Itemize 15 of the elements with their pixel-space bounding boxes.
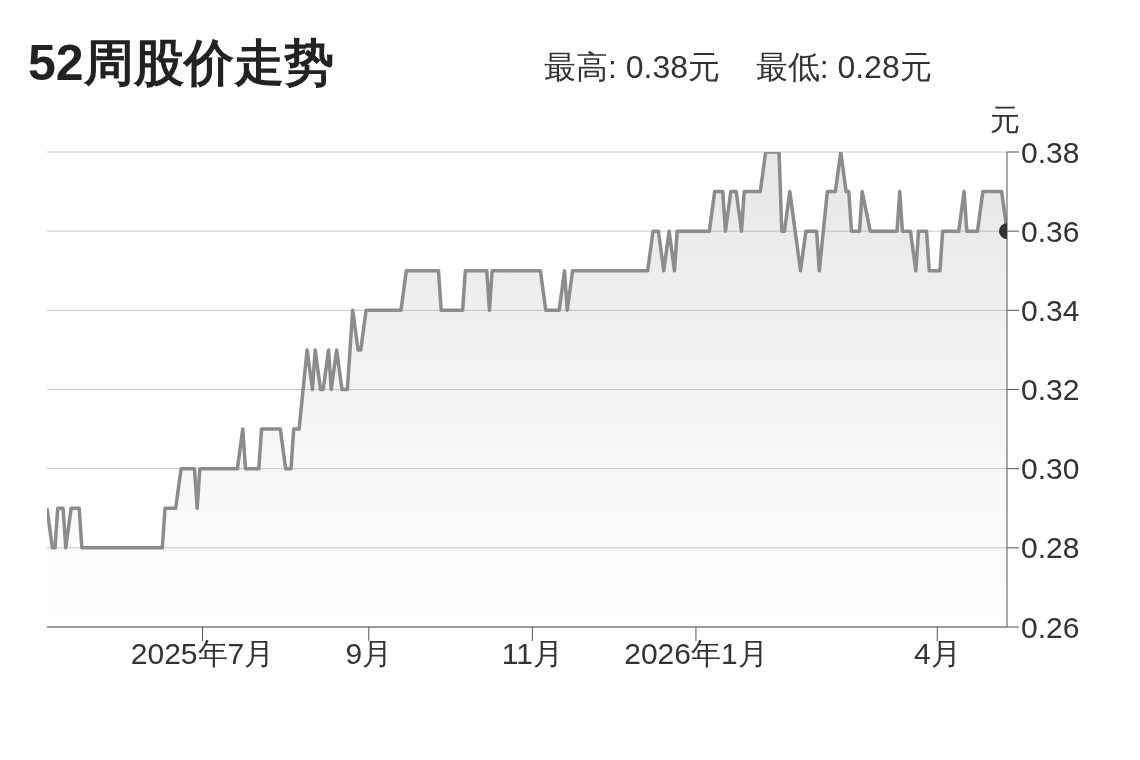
chart-subtitle: 最高: 0.38元 最低: 0.28元: [544, 48, 932, 87]
y-axis-title: 元: [990, 102, 1020, 138]
x-tick-label: 9月: [345, 637, 393, 671]
y-tick-label: 0.28: [1021, 531, 1080, 565]
x-tick-label: 4月: [913, 637, 961, 671]
y-tick-label: 0.26: [1021, 610, 1080, 644]
x-tick-label: 2025年7月: [130, 637, 275, 671]
x-tick-label: 2026年1月: [624, 637, 768, 671]
y-tick-label: 0.36: [1021, 214, 1080, 248]
y-tick-label: 0.38: [1021, 135, 1080, 169]
y-tick-label: 0.32: [1021, 373, 1080, 407]
x-tick-label: 11月: [501, 637, 563, 671]
chart-title: 52周股价走势: [28, 34, 334, 93]
y-tick-label: 0.34: [1021, 293, 1080, 327]
y-tick-label: 0.30: [1021, 452, 1080, 486]
